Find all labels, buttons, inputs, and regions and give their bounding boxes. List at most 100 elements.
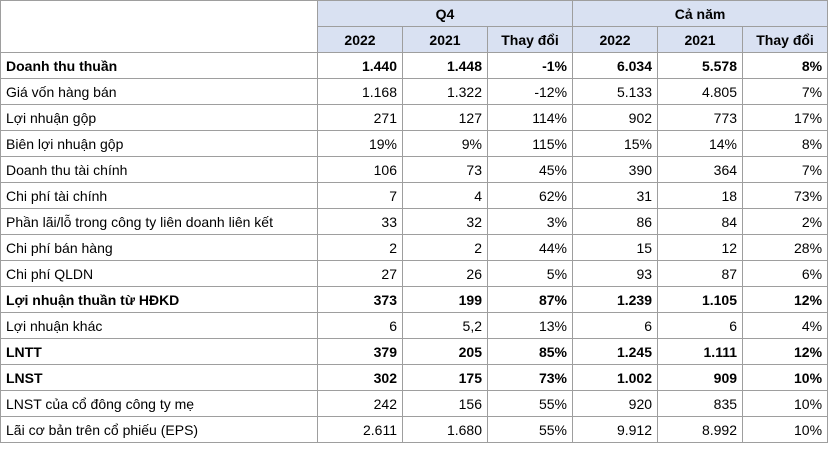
table-cell: 364 [657,156,744,183]
row-label: LNST của cổ đông công ty mẹ [0,390,318,417]
table-cell: 8.992 [657,416,744,443]
table-cell: 15% [572,130,659,157]
table-cell: 390 [572,156,659,183]
table-cell: 1.239 [572,286,659,313]
table-row: LNTT 379 205 85% 1.245 1.111 12% [0,338,829,365]
table-cell: 4% [742,312,829,339]
table-cell: 1.448 [402,52,488,79]
table-cell: 1.002 [572,364,659,391]
table-row: LNST của cổ đông công ty mẹ 242 156 55% 920 8… [0,390,829,417]
table-cell: 9% [402,130,488,157]
table-cell: 2 [402,234,488,261]
table-row: Lợi nhuận gộp 271 127 114% 902 773 17% [0,104,829,131]
table-cell: 8% [742,130,829,157]
table-cell: 271 [317,104,403,131]
row-label: Lợi nhuận gộp [0,104,318,131]
table-cell: 2% [742,208,829,235]
table-cell: 18 [657,182,744,209]
table-cell: 3% [486,208,574,235]
table-cell: 7% [742,156,829,183]
table-cell: 909 [657,364,744,391]
row-label: Lợi nhuận thuần từ HĐKD [0,286,318,313]
table-cell: 19% [317,130,403,157]
table-cell: 1.245 [572,338,659,365]
table-cell: 156 [402,390,488,417]
table-cell: 114% [486,104,574,131]
table-cell: 55% [486,416,574,443]
column-header: 2021 [402,26,488,53]
table-cell: 242 [317,390,403,417]
table-cell: 10% [742,416,829,443]
table-row: Chi phí bán hàng 2 2 44% 15 12 28% [0,234,829,261]
table-row: Doanh thu thuần 1.440 1.448 -1% 6.034 5.578 8% [0,52,829,79]
table-cell: 1.105 [657,286,744,313]
table-cell: 379 [317,338,403,365]
table-cell: 45% [486,156,574,183]
table-cell: 5,2 [402,312,488,339]
table-cell: 17% [742,104,829,131]
row-label: Doanh thu thuần [0,52,318,79]
corner-cell [0,0,318,53]
table-cell: 12% [742,338,829,365]
table-cell: 1.440 [317,52,403,79]
row-label: Chi phí tài chính [0,182,318,209]
table-cell: 73% [486,364,574,391]
row-label: LNTT [0,338,318,365]
table-cell: 32 [402,208,488,235]
table-cell: 6 [657,312,744,339]
header-group-row: Q4 Cả năm [0,0,829,53]
table-cell: 5.133 [572,78,659,105]
table-row: Chi phí tài chính 7 4 62% 31 18 73% [0,182,829,209]
table-cell: 44% [486,234,574,261]
table-cell: 6.034 [572,52,659,79]
table-cell: 7 [317,182,403,209]
column-header: Thay đổi [486,26,574,53]
table-cell: 835 [657,390,744,417]
table-cell: 127 [402,104,488,131]
table-cell: 87% [486,286,574,313]
table-cell: 920 [572,390,659,417]
table-cell: 5.578 [657,52,744,79]
column-header: 2021 [657,26,744,53]
table-row: Lợi nhuận thuần từ HĐKD 373 199 87% 1.239 1.1… [0,286,829,313]
table-cell: 10% [742,390,829,417]
row-label: LNST [0,364,318,391]
table-cell: 1.168 [317,78,403,105]
table-cell: 2.611 [317,416,403,443]
table-cell: -12% [486,78,574,105]
table-cell: 85% [486,338,574,365]
table-cell: 6 [317,312,403,339]
table-cell: 199 [402,286,488,313]
row-label: Doanh thu tài chính [0,156,318,183]
table-cell: -1% [486,52,574,79]
table-cell: 6% [742,260,829,287]
table-cell: 302 [317,364,403,391]
table-cell: 205 [402,338,488,365]
table-body: Doanh thu thuần 1.440 1.448 -1% 6.034 5.578 8%… [0,52,829,443]
row-label: Giá vốn hàng bán [0,78,318,105]
table-cell: 84 [657,208,744,235]
table-cell: 93 [572,260,659,287]
table-cell: 4.805 [657,78,744,105]
table-cell: 13% [486,312,574,339]
table-cell: 106 [317,156,403,183]
table-row: Chi phí QLDN 27 26 5% 93 87 6% [0,260,829,287]
table-cell: 373 [317,286,403,313]
table-cell: 28% [742,234,829,261]
table-cell: 2 [317,234,403,261]
table-row: Lợi nhuận khác 6 5,2 13% 6 6 4% [0,312,829,339]
table-cell: 87 [657,260,744,287]
row-label: Lãi cơ bản trên cổ phiếu (EPS) [0,416,318,443]
row-label: Lợi nhuận khác [0,312,318,339]
table-cell: 15 [572,234,659,261]
table-cell: 26 [402,260,488,287]
table-cell: 773 [657,104,744,131]
column-header: Thay đổi [742,26,829,53]
header-q4: Q4 [316,0,574,27]
table-row: Lãi cơ bản trên cổ phiếu (EPS) 2.611 1.680… [0,416,829,443]
table-cell: 10% [742,364,829,391]
table-cell: 55% [486,390,574,417]
table-cell: 86 [572,208,659,235]
header-column-row: 2022 2021 Thay đổi 2022 2021 Thay đổi [1,26,829,53]
